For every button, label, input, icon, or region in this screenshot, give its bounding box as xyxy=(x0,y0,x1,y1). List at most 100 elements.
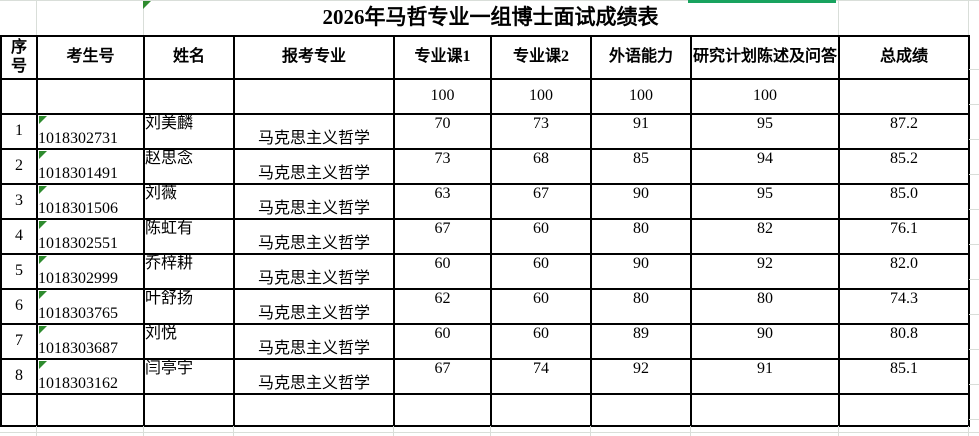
cell-no[interactable]: 3 xyxy=(0,183,38,220)
cell[interactable] xyxy=(233,393,395,427)
cell[interactable] xyxy=(0,78,38,115)
col-header-name[interactable]: 姓名 xyxy=(143,35,235,80)
cell-total[interactable]: 80.8 xyxy=(838,323,970,360)
cell-name[interactable]: 刘薇 xyxy=(143,183,235,220)
cell[interactable] xyxy=(0,393,38,427)
cell-research-plan[interactable]: 90 xyxy=(690,323,840,360)
col-header-major[interactable]: 报考专业 xyxy=(233,35,395,80)
cell-total[interactable]: 82.0 xyxy=(838,253,970,290)
cell-total[interactable]: 85.1 xyxy=(838,358,970,395)
cell-no[interactable]: 8 xyxy=(0,358,38,395)
cell-total[interactable]: 87.2 xyxy=(838,113,970,150)
cell-name[interactable]: 乔梓耕 xyxy=(143,253,235,290)
cell-major[interactable]: 马克思主义哲学 xyxy=(233,358,395,395)
cell[interactable] xyxy=(590,393,692,427)
cell-course1[interactable]: 67 xyxy=(393,218,492,255)
cell[interactable] xyxy=(36,393,145,427)
cell-course1[interactable]: 60 xyxy=(393,253,492,290)
cell-course1[interactable]: 73 xyxy=(393,148,492,185)
sheet-title-cell[interactable]: 2026年马哲专业一组博士面试成绩表 xyxy=(143,1,838,33)
col-header-course1[interactable]: 专业课1 xyxy=(393,35,492,80)
cell-foreign-language[interactable]: 80 xyxy=(590,288,692,325)
cell-research-plan[interactable]: 82 xyxy=(690,218,840,255)
col-header-course2[interactable]: 专业课2 xyxy=(490,35,592,80)
cell-course1[interactable]: 63 xyxy=(393,183,492,220)
cell-course2[interactable]: 60 xyxy=(490,323,592,360)
cell-research-plan[interactable]: 92 xyxy=(690,253,840,290)
cell[interactable] xyxy=(143,78,235,115)
cell-research-plan[interactable]: 94 xyxy=(690,148,840,185)
col-header-no[interactable]: 序号 xyxy=(0,35,38,80)
cell-candidate-id[interactable]: 1018302731 xyxy=(36,113,145,150)
max-score-course2[interactable]: 100 xyxy=(490,78,592,115)
cell-no[interactable]: 1 xyxy=(0,113,38,150)
cell-name[interactable]: 刘悦 xyxy=(143,323,235,360)
cell-course2[interactable]: 73 xyxy=(490,113,592,150)
col-header-foreign-language[interactable]: 外语能力 xyxy=(590,35,692,80)
cell-course1[interactable]: 62 xyxy=(393,288,492,325)
cell[interactable] xyxy=(233,78,395,115)
col-header-candidate-id[interactable]: 考生号 xyxy=(36,35,145,80)
cell-no[interactable]: 2 xyxy=(0,148,38,185)
cell[interactable] xyxy=(838,78,970,115)
cell-no[interactable]: 4 xyxy=(0,218,38,255)
cell-total[interactable]: 76.1 xyxy=(838,218,970,255)
cell-no[interactable]: 6 xyxy=(0,288,38,325)
cell-major[interactable]: 马克思主义哲学 xyxy=(233,113,395,150)
cell-course2[interactable]: 68 xyxy=(490,148,592,185)
cell-research-plan[interactable]: 95 xyxy=(690,113,840,150)
cell-foreign-language[interactable]: 89 xyxy=(590,323,692,360)
cell-course1[interactable]: 70 xyxy=(393,113,492,150)
cell-candidate-id[interactable]: 1018303162 xyxy=(36,358,145,395)
cell-foreign-language[interactable]: 91 xyxy=(590,113,692,150)
cell-research-plan[interactable]: 91 xyxy=(690,358,840,395)
cell-major[interactable]: 马克思主义哲学 xyxy=(233,253,395,290)
cell-course2[interactable]: 60 xyxy=(490,288,592,325)
col-header-research-plan[interactable]: 研究计划陈述及问答 xyxy=(690,35,840,80)
col-header-total[interactable]: 总成绩 xyxy=(838,35,970,80)
cell-foreign-language[interactable]: 80 xyxy=(590,218,692,255)
cell-candidate-id[interactable]: 1018303687 xyxy=(36,323,145,360)
cell-name[interactable]: 赵思念 xyxy=(143,148,235,185)
cell[interactable] xyxy=(143,393,235,427)
cell-course2[interactable]: 60 xyxy=(490,218,592,255)
max-score-foreign-language[interactable]: 100 xyxy=(590,78,692,115)
cell[interactable] xyxy=(36,78,145,115)
cell[interactable] xyxy=(690,393,840,427)
max-score-course1[interactable]: 100 xyxy=(393,78,492,115)
cell-major[interactable]: 马克思主义哲学 xyxy=(233,148,395,185)
cell-total[interactable]: 74.3 xyxy=(838,288,970,325)
cell-name[interactable]: 陈虹有 xyxy=(143,218,235,255)
cell-candidate-id[interactable]: 1018301506 xyxy=(36,183,145,220)
cell-course2[interactable]: 67 xyxy=(490,183,592,220)
cell-major[interactable]: 马克思主义哲学 xyxy=(233,288,395,325)
cell-total[interactable]: 85.2 xyxy=(838,148,970,185)
cell-no[interactable]: 7 xyxy=(0,323,38,360)
cell[interactable] xyxy=(838,393,970,427)
cell-candidate-id[interactable]: 1018303765 xyxy=(36,288,145,325)
cell-no[interactable]: 5 xyxy=(0,253,38,290)
cell-course1[interactable]: 67 xyxy=(393,358,492,395)
cell-candidate-id[interactable]: 1018302999 xyxy=(36,253,145,290)
cell-name[interactable]: 叶舒扬 xyxy=(143,288,235,325)
cell-research-plan[interactable]: 80 xyxy=(690,288,840,325)
cell-major[interactable]: 马克思主义哲学 xyxy=(233,323,395,360)
cell-course2[interactable]: 74 xyxy=(490,358,592,395)
cell-foreign-language[interactable]: 90 xyxy=(590,183,692,220)
cell-research-plan[interactable]: 95 xyxy=(690,183,840,220)
cell[interactable] xyxy=(393,393,492,427)
cell-candidate-id[interactable]: 1018301491 xyxy=(36,148,145,185)
cell-course1[interactable]: 60 xyxy=(393,323,492,360)
max-score-research-plan[interactable]: 100 xyxy=(690,78,840,115)
cell-major[interactable]: 马克思主义哲学 xyxy=(233,183,395,220)
cell-total[interactable]: 85.0 xyxy=(838,183,970,220)
cell-name[interactable]: 刘美麟 xyxy=(143,113,235,150)
cell-major[interactable]: 马克思主义哲学 xyxy=(233,218,395,255)
cell-candidate-id[interactable]: 1018302551 xyxy=(36,218,145,255)
cell[interactable] xyxy=(490,393,592,427)
cell-foreign-language[interactable]: 92 xyxy=(590,358,692,395)
cell-foreign-language[interactable]: 90 xyxy=(590,253,692,290)
cell-name[interactable]: 闫亭宇 xyxy=(143,358,235,395)
cell-foreign-language[interactable]: 85 xyxy=(590,148,692,185)
cell-course2[interactable]: 60 xyxy=(490,253,592,290)
